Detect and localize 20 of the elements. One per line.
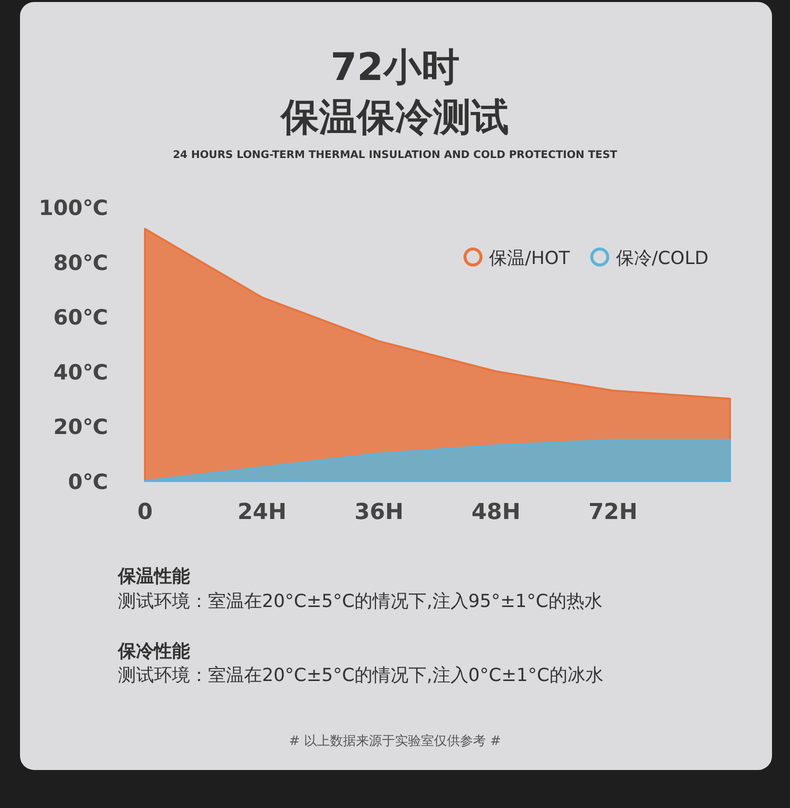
text: # 以上数据来源于实验室仅供参考 # xyxy=(288,733,502,749)
text: 测试环境：室温在20°C±5°C的情况下,注入95°±1°C的热水 xyxy=(118,591,602,612)
chart-subtitle: 24 HOURS LONG-TERM THERMAL INSULATION AND COLD PROTECTION TEST xyxy=(172,149,618,161)
y-tick-label: 100℃ xyxy=(38,196,108,220)
text: 测试环境：室温在20°C±5°C的情况下,注入0°C±1°C的冰水 xyxy=(118,665,604,686)
legend-label: 保温/HOT xyxy=(489,248,571,269)
legend-label: 保冷/COLD xyxy=(616,248,708,269)
y-tick-label: 40℃ xyxy=(53,360,108,384)
chart-title: 72小时保温保冷测试 xyxy=(279,45,509,139)
x-tick-label: 0 xyxy=(137,500,153,525)
y-tick-label: 80℃ xyxy=(53,250,108,275)
text: 保温性能 xyxy=(117,566,190,587)
x-tick-label: 36H xyxy=(354,500,404,525)
text: 保冷性能 xyxy=(117,641,190,662)
y-tick-label: 20℃ xyxy=(53,415,108,440)
x-tick-label: 48H xyxy=(471,500,521,525)
y-tick-label: 0℃ xyxy=(68,470,108,494)
x-tick-label: 24H xyxy=(237,500,287,525)
y-tick-label: 60℃ xyxy=(53,306,108,330)
x-tick-label: 72H xyxy=(588,500,638,525)
